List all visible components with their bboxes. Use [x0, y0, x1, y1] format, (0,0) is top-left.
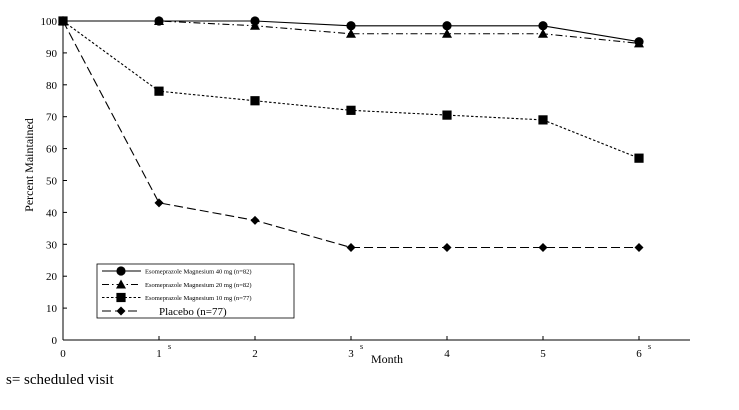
x-tick-label: 4 [444, 348, 450, 360]
legend-label: Esomeprazole Magnesium 10 mg (n=77) [145, 295, 252, 302]
diamond-marker [58, 16, 68, 26]
legend-box [96, 263, 295, 319]
square-marker [634, 153, 644, 163]
square-marker [346, 105, 356, 115]
legend-label: Esomeprazole Magnesium 40 mg (n=82) [145, 269, 252, 276]
legend-label: Placebo (n=77) [159, 306, 227, 318]
series-line [62, 20, 639, 249]
triangle-marker [538, 28, 548, 38]
legend-entry: Placebo (n=77) [102, 306, 227, 318]
triangle-marker [442, 28, 452, 38]
circle-marker [442, 21, 452, 31]
circle-marker [346, 21, 356, 31]
legend-triangle-marker [116, 279, 126, 289]
series-triangle [58, 16, 644, 48]
x-tick-label: 6 [636, 348, 642, 360]
diamond-marker [442, 242, 452, 252]
legend-entry: Esomeprazole Magnesium 10 mg (n=77) [102, 292, 252, 303]
y-tick-label: 0 [52, 335, 58, 347]
square-marker [442, 110, 452, 120]
series-layer [58, 16, 644, 252]
circle-marker [538, 21, 548, 31]
x-tick-superscript: s [648, 342, 651, 351]
y-axis-ticks: 0 10 20 30 40 50 60 70 80 90 100 [41, 16, 67, 347]
legend: Esomeprazole Magnesium 40 mg (n=82) Esome… [96, 263, 295, 319]
diamond-marker [154, 198, 164, 208]
y-tick-label: 40 [46, 207, 58, 219]
series-diamond [58, 16, 644, 252]
legend-square-marker [116, 292, 126, 303]
y-tick-label: 90 [46, 48, 58, 60]
diamond-marker [538, 242, 548, 252]
y-tick-label: 60 [46, 144, 58, 156]
legend-diamond-marker [116, 306, 126, 316]
x-axis-title: Month [371, 352, 403, 366]
triangle-marker [154, 16, 164, 25]
legend-label: Esomeprazole Magnesium 20 mg (n=82) [145, 282, 252, 289]
square-marker [250, 96, 260, 106]
triangle-marker [346, 28, 356, 38]
legend-entry: Esomeprazole Magnesium 40 mg (n=82) [102, 266, 252, 276]
diamond-marker [346, 242, 356, 252]
x-tick-label: 3 [348, 348, 354, 360]
y-tick-label: 100 [41, 16, 58, 28]
x-tick-superscript: s [360, 342, 363, 351]
triangle-marker [634, 38, 644, 48]
series-square [58, 16, 644, 163]
legend-entry: Esomeprazole Magnesium 20 mg (n=82) [102, 279, 252, 289]
x-tick-label: 1 [156, 348, 162, 360]
y-axis-title: Percent Maintained [22, 118, 36, 212]
footnote: s= scheduled visit [6, 372, 114, 388]
square-marker [154, 86, 164, 96]
y-tick-label: 80 [46, 80, 58, 92]
y-tick-label: 20 [46, 271, 58, 283]
y-tick-label: 50 [46, 176, 58, 188]
x-tick-label: 2 [252, 348, 258, 360]
diamond-marker [250, 215, 260, 225]
x-tick-label: 5 [540, 348, 546, 360]
y-tick-label: 10 [46, 303, 58, 315]
diamond-marker [634, 242, 644, 252]
triangle-marker [250, 20, 260, 30]
legend-circle-marker [116, 266, 126, 276]
x-tick-superscript: s [168, 342, 171, 351]
y-tick-label: 70 [46, 112, 58, 124]
y-tick-label: 30 [46, 239, 58, 251]
series-line [62, 20, 640, 159]
axes [62, 17, 690, 341]
x-tick-label: 0 [60, 348, 66, 360]
x-axis-ticks: 0 1s2 3s4 5 6s [60, 336, 651, 360]
square-marker [538, 115, 548, 125]
